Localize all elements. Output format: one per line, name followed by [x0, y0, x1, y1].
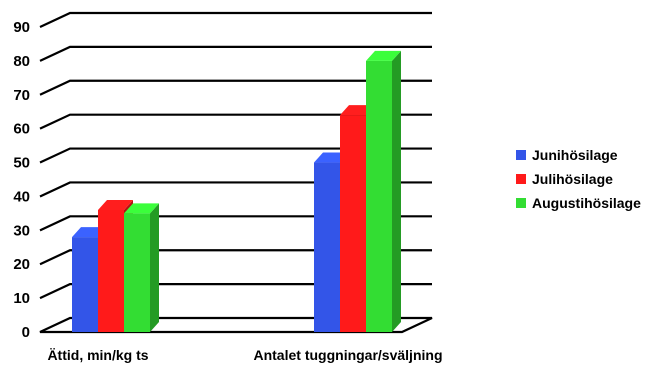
bars — [72, 50, 401, 333]
legend-label: Julihösilage — [532, 171, 613, 187]
legend-label: Augustihösilage — [532, 195, 641, 211]
gridline — [39, 113, 432, 130]
gridline — [39, 147, 432, 164]
category-labels: Ättid, min/kg ts Antalet tuggningar/svälj… — [47, 347, 442, 363]
y-tick-label: 60 — [13, 121, 30, 138]
bar — [124, 203, 159, 332]
y-tick-label: 30 — [13, 222, 30, 239]
legend-swatch — [516, 198, 526, 208]
y-tick-labels: 0 10 20 30 40 50 60 70 80 90 — [13, 19, 30, 341]
y-tick-label: 80 — [13, 53, 30, 70]
legend-label: Junihösilage — [532, 147, 618, 163]
gridline — [39, 11, 432, 28]
category-label: Ättid, min/kg ts — [47, 347, 148, 363]
gridline — [39, 45, 432, 62]
gridline — [39, 215, 432, 232]
y-tick-label: 10 — [13, 290, 30, 307]
y-tick-label: 20 — [13, 256, 30, 273]
legend-swatch — [516, 150, 526, 160]
y-tick-label: 40 — [13, 188, 30, 205]
legend: Junihösilage Julihösilage Augustihösilage — [516, 147, 641, 211]
y-tick-label: 70 — [13, 87, 30, 104]
bar — [366, 50, 401, 333]
gridline — [39, 181, 432, 198]
y-tick-label: 0 — [22, 324, 30, 341]
y-tick-label: 50 — [13, 155, 30, 172]
gridline — [39, 249, 432, 266]
gridlines — [39, 11, 432, 300]
y-tick-label: 90 — [13, 19, 30, 36]
gridline — [39, 283, 432, 300]
category-label: Antalet tuggningar/sväljning — [253, 347, 442, 363]
legend-swatch — [516, 174, 526, 184]
gridline — [39, 79, 432, 96]
